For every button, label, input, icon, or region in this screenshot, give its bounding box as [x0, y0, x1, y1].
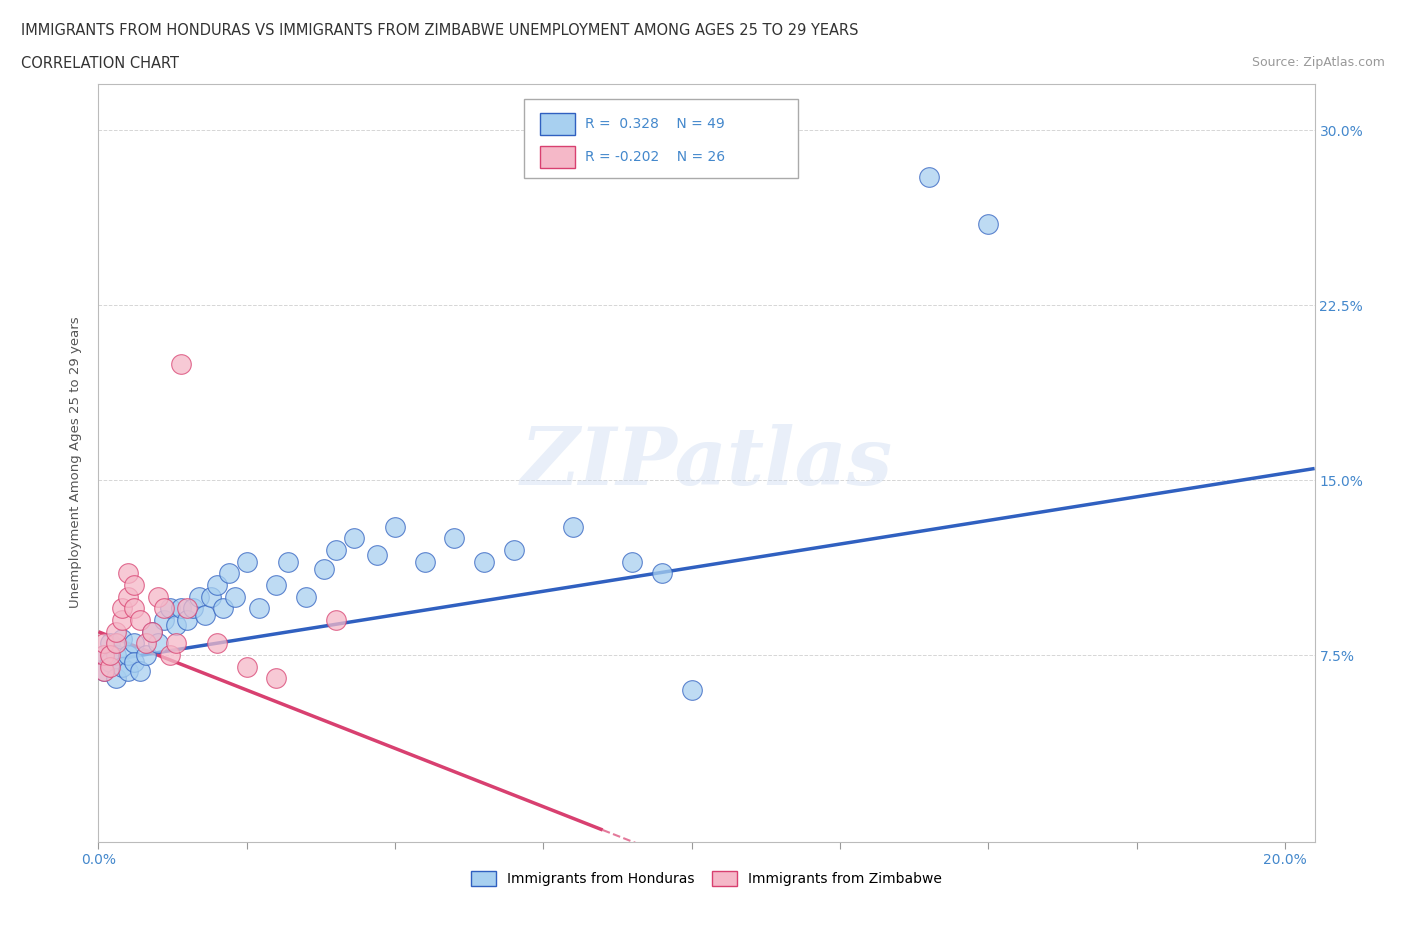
Point — [129, 664, 152, 679]
Point — [152, 613, 174, 628]
Point — [681, 683, 703, 698]
Point — [205, 578, 228, 592]
Point — [312, 562, 335, 577]
Text: R = -0.202    N = 26: R = -0.202 N = 26 — [585, 151, 725, 165]
Point — [111, 613, 134, 628]
Point — [188, 590, 211, 604]
FancyBboxPatch shape — [524, 99, 797, 179]
Point — [105, 636, 128, 651]
Point — [146, 636, 169, 651]
Point — [651, 566, 673, 581]
Point — [111, 659, 134, 674]
Point — [325, 613, 347, 628]
Point — [117, 590, 139, 604]
Point — [325, 543, 347, 558]
Legend: Immigrants from Honduras, Immigrants from Zimbabwe: Immigrants from Honduras, Immigrants fro… — [465, 865, 948, 892]
FancyBboxPatch shape — [540, 146, 575, 168]
Point — [277, 554, 299, 569]
Point — [98, 659, 121, 674]
Point — [384, 519, 406, 534]
Point — [122, 601, 145, 616]
Point — [111, 631, 134, 646]
Point — [170, 601, 193, 616]
Point — [224, 590, 246, 604]
Point — [122, 636, 145, 651]
Point — [93, 664, 115, 679]
Point — [165, 618, 187, 632]
Point — [129, 613, 152, 628]
Point — [562, 519, 585, 534]
Point — [170, 356, 193, 371]
Point — [98, 647, 121, 662]
Text: R =  0.328    N = 49: R = 0.328 N = 49 — [585, 117, 724, 131]
Point — [105, 671, 128, 685]
Point — [621, 554, 644, 569]
Point — [443, 531, 465, 546]
Point — [105, 624, 128, 639]
Point — [93, 664, 115, 679]
Point — [218, 566, 240, 581]
Point — [235, 659, 257, 674]
Point — [152, 601, 174, 616]
Point — [105, 647, 128, 662]
Point — [117, 647, 139, 662]
Point — [247, 601, 270, 616]
Point — [111, 601, 134, 616]
Text: Source: ZipAtlas.com: Source: ZipAtlas.com — [1251, 56, 1385, 69]
Point — [117, 664, 139, 679]
Point — [235, 554, 257, 569]
Point — [342, 531, 364, 546]
Point — [141, 624, 163, 639]
Text: ZIPatlas: ZIPatlas — [520, 424, 893, 501]
Point — [93, 636, 115, 651]
Point — [472, 554, 495, 569]
Text: CORRELATION CHART: CORRELATION CHART — [21, 56, 179, 71]
Point — [183, 601, 205, 616]
Point — [159, 647, 181, 662]
Point — [146, 590, 169, 604]
Point — [159, 601, 181, 616]
Point — [413, 554, 436, 569]
Point — [205, 636, 228, 651]
Point — [165, 636, 187, 651]
Point — [502, 543, 524, 558]
Point — [212, 601, 235, 616]
Point — [366, 548, 388, 563]
Point — [176, 613, 198, 628]
Point — [266, 578, 288, 592]
Point — [266, 671, 288, 685]
Point — [977, 216, 1000, 231]
Point — [93, 647, 115, 662]
Point — [117, 566, 139, 581]
FancyBboxPatch shape — [540, 113, 575, 135]
Point — [135, 647, 157, 662]
Point — [93, 647, 115, 662]
Point — [98, 655, 121, 670]
Point — [918, 169, 941, 184]
Point — [122, 655, 145, 670]
Point — [200, 590, 222, 604]
Text: IMMIGRANTS FROM HONDURAS VS IMMIGRANTS FROM ZIMBABWE UNEMPLOYMENT AMONG AGES 25 : IMMIGRANTS FROM HONDURAS VS IMMIGRANTS F… — [21, 23, 859, 38]
Point — [135, 636, 157, 651]
Point — [98, 636, 121, 651]
Point — [122, 578, 145, 592]
Point — [141, 624, 163, 639]
Point — [295, 590, 318, 604]
Point — [176, 601, 198, 616]
Point — [194, 608, 217, 623]
Y-axis label: Unemployment Among Ages 25 to 29 years: Unemployment Among Ages 25 to 29 years — [69, 317, 83, 608]
